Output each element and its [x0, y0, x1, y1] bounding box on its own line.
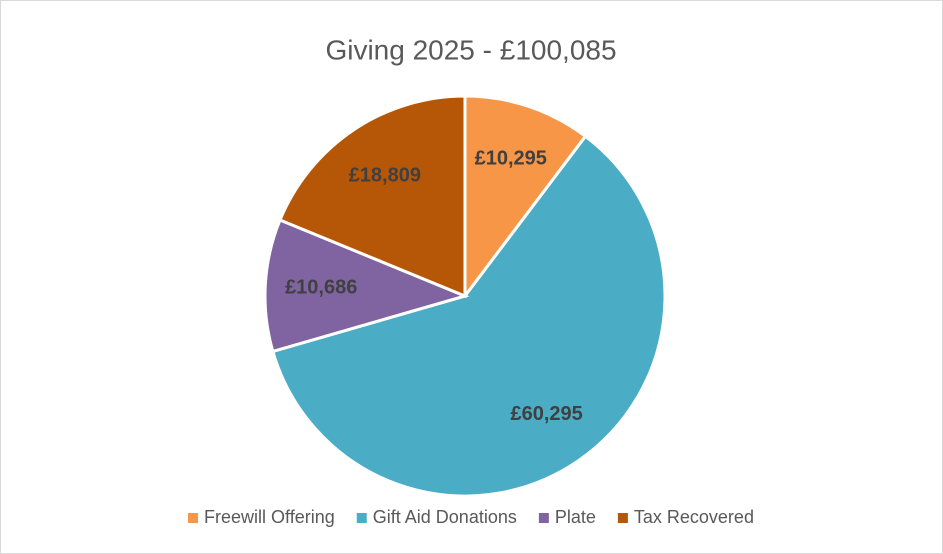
- pie-slice: [263, 218, 470, 354]
- data-label: £18,809: [349, 165, 421, 187]
- pie-slice: [270, 134, 667, 498]
- legend-label: Freewill Offering: [204, 507, 335, 527]
- pie-slice: [463, 94, 588, 301]
- legend-swatch: [617, 513, 628, 523]
- legend-label: Gift Aid Donations: [373, 507, 517, 527]
- legend-swatch: [188, 513, 199, 523]
- chart-title: Giving 2025 - £100,085: [325, 34, 616, 65]
- legend-swatch: [356, 513, 367, 523]
- legend-swatch: [538, 513, 549, 523]
- legend-label: Tax Recovered: [634, 507, 754, 527]
- data-label: £10,295: [475, 148, 547, 170]
- pie-slice: [278, 94, 467, 299]
- data-label: £10,686: [285, 276, 357, 298]
- legend-label: Plate: [555, 507, 596, 527]
- data-label: £60,295: [510, 403, 582, 425]
